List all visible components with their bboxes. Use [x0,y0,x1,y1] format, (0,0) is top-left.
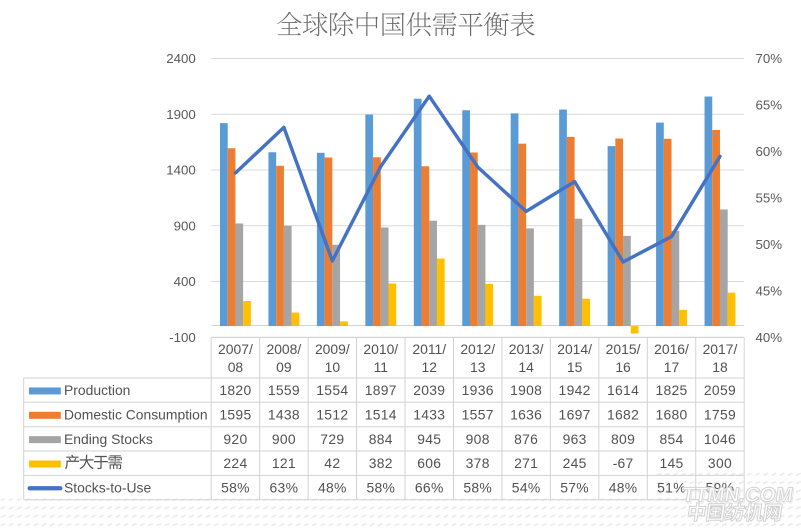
svg-text:66%: 66% [415,480,444,496]
svg-text:2039: 2039 [413,382,445,398]
svg-text:2017/: 2017/ [703,341,738,357]
svg-text:400: 400 [174,274,196,289]
svg-text:1512: 1512 [316,407,348,423]
svg-text:121: 121 [272,455,296,471]
svg-text:54%: 54% [512,480,541,496]
svg-text:09: 09 [276,359,292,375]
svg-text:42: 42 [324,455,340,471]
svg-text:1046: 1046 [704,431,736,447]
svg-text:50%: 50% [756,237,783,252]
svg-text:963: 963 [563,431,587,447]
svg-text:57%: 57% [560,480,589,496]
svg-text:48%: 48% [318,480,347,496]
svg-text:1900: 1900 [166,107,196,122]
svg-text:10: 10 [325,359,341,375]
svg-text:Domestic Consumption: Domestic Consumption [64,407,208,423]
svg-text:TTMN.COM: TTMN.COM [681,484,795,507]
svg-text:145: 145 [659,455,683,471]
svg-text:1636: 1636 [510,407,542,423]
svg-text:1433: 1433 [413,407,445,423]
svg-text:1759: 1759 [704,407,736,423]
svg-text:1559: 1559 [268,382,300,398]
svg-text:51%: 51% [657,480,686,496]
svg-text:300: 300 [708,455,732,471]
svg-text:18: 18 [712,359,728,375]
svg-text:17: 17 [664,359,680,375]
svg-text:-67: -67 [613,455,634,471]
svg-text:1514: 1514 [365,407,397,423]
svg-text:48%: 48% [609,480,638,496]
svg-text:58%: 58% [366,480,395,496]
svg-text:13: 13 [470,359,486,375]
svg-text:900: 900 [174,218,196,233]
svg-text:2011/: 2011/ [412,341,446,357]
svg-text:11: 11 [374,359,389,375]
svg-text:1682: 1682 [607,407,639,423]
svg-text:TTMN.COM: TTMN.COM [682,485,796,508]
svg-text:40%: 40% [756,330,783,345]
svg-text:-100: -100 [169,330,196,345]
svg-text:854: 854 [659,431,683,447]
svg-text:224: 224 [223,455,247,471]
svg-text:58%: 58% [221,480,250,496]
svg-text:884: 884 [369,431,393,447]
svg-text:1825: 1825 [655,382,687,398]
svg-text:1680: 1680 [655,407,687,423]
svg-text:1614: 1614 [607,382,639,398]
svg-text:2059: 2059 [704,382,736,398]
svg-text:1438: 1438 [268,407,300,423]
svg-text:2015/: 2015/ [606,341,641,357]
svg-text:920: 920 [223,431,247,447]
svg-text:1942: 1942 [559,382,591,398]
svg-text:63%: 63% [270,480,299,496]
svg-text:2010/: 2010/ [363,341,398,357]
svg-text:809: 809 [611,431,635,447]
svg-text:2012/: 2012/ [460,341,495,357]
svg-text:08: 08 [228,359,244,375]
svg-text:1897: 1897 [365,382,397,398]
svg-text:1400: 1400 [166,163,196,178]
svg-text:945: 945 [417,431,441,447]
svg-text:2014/: 2014/ [557,341,592,357]
svg-text:12: 12 [422,359,438,375]
svg-text:271: 271 [514,455,538,471]
svg-text:245: 245 [563,455,587,471]
svg-text:Production: Production [64,382,130,398]
svg-text:900: 900 [272,431,296,447]
svg-text:55%: 55% [756,191,783,206]
svg-text:1936: 1936 [462,382,494,398]
svg-text:14: 14 [518,359,534,375]
svg-text:382: 382 [369,455,393,471]
svg-text:60%: 60% [756,144,783,159]
svg-text:1554: 1554 [316,382,348,398]
svg-text:1697: 1697 [559,407,591,423]
svg-text:45%: 45% [756,283,783,298]
svg-text:65%: 65% [756,98,783,113]
svg-text:15: 15 [567,359,583,375]
svg-text:2007/: 2007/ [218,341,253,357]
svg-text:908: 908 [466,431,490,447]
svg-text:Stocks-to-Use: Stocks-to-Use [64,480,151,496]
svg-text:378: 378 [466,455,490,471]
svg-text:2400: 2400 [166,51,196,66]
svg-text:70%: 70% [756,51,783,66]
svg-text:729: 729 [320,431,344,447]
svg-text:606: 606 [417,455,441,471]
svg-text:2008/: 2008/ [266,341,301,357]
svg-text:1820: 1820 [219,382,251,398]
svg-text:2016/: 2016/ [654,341,689,357]
svg-text:1557: 1557 [462,407,494,423]
svg-text:58%: 58% [463,480,492,496]
svg-text:59%: 59% [706,480,735,496]
svg-text:Ending Stocks: Ending Stocks [64,431,153,447]
svg-text:16: 16 [615,359,631,375]
svg-text:876: 876 [514,431,538,447]
svg-text:1908: 1908 [510,382,542,398]
svg-text:2013/: 2013/ [509,341,544,357]
svg-text:2009/: 2009/ [315,341,350,357]
svg-text:1595: 1595 [219,407,251,423]
